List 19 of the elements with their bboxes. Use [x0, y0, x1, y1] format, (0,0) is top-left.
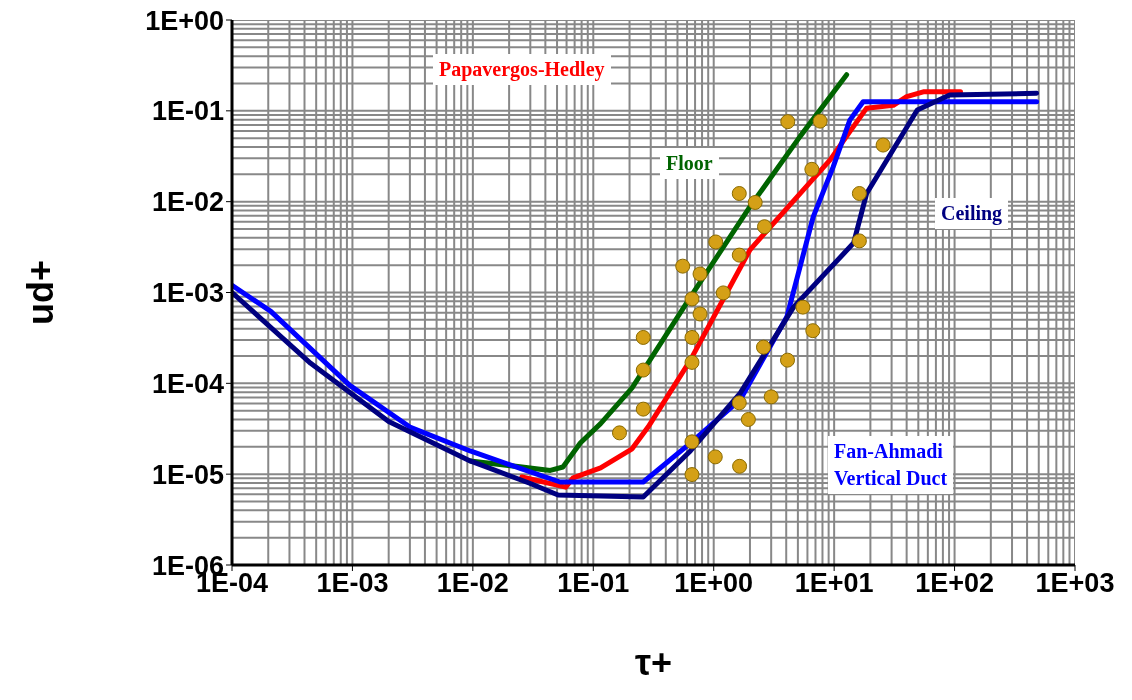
x-tick-label: 1E+00: [674, 568, 754, 599]
y-axis-title: ud+: [19, 259, 61, 326]
text: Floor: [666, 151, 713, 176]
text: Fan-Ahmadi Vertical Duct: [834, 439, 948, 491]
y-tick-label: 1E+00: [145, 5, 224, 36]
y-tick-label: 1E-04: [151, 368, 224, 399]
y-tick-label: 1E-02: [151, 187, 224, 218]
x-tick-label: 1E-02: [436, 568, 509, 599]
x-tick-label: 1E-01: [557, 568, 630, 599]
text: Ceiling: [941, 201, 1003, 227]
x-tick-label: 1E+01: [794, 568, 874, 599]
x-tick-label: 1E+02: [915, 568, 994, 599]
x-tick-label: 1E-03: [316, 568, 389, 599]
x-tick-label: 1E+03: [1035, 568, 1115, 599]
y-tick-label: 1E-05: [151, 459, 224, 490]
x-axis-title: τ+: [634, 642, 673, 683]
y-tick-label: 1E-01: [151, 96, 224, 127]
text: Papavergos-Hedley: [439, 57, 605, 83]
y-tick-label: 1E-03: [151, 278, 224, 309]
